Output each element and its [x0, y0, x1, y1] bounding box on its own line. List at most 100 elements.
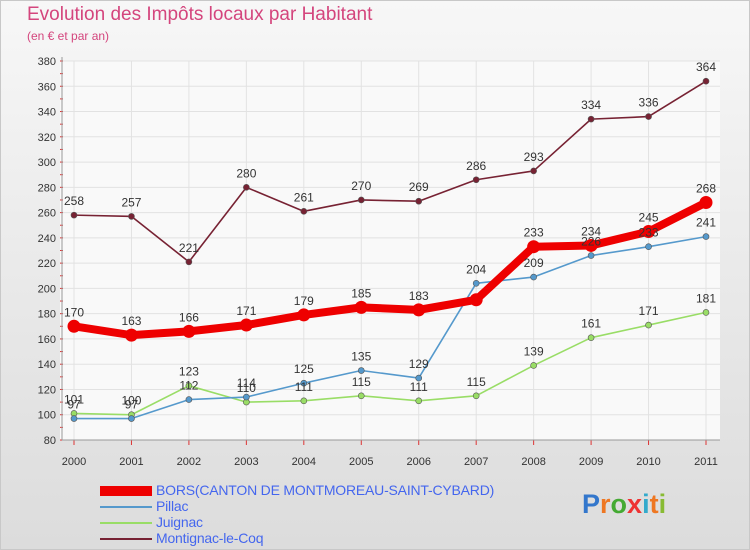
data-point	[587, 115, 595, 123]
data-label: 123	[179, 365, 199, 379]
data-point	[300, 379, 308, 387]
data-label: 171	[639, 304, 659, 318]
legend-swatch-pillac	[100, 506, 152, 508]
legend-label-juignac: Juignac	[156, 514, 203, 530]
data-point	[645, 113, 652, 120]
logo-letter: P	[582, 489, 601, 519]
series-line	[74, 235, 707, 420]
data-label: 245	[639, 211, 659, 225]
data-label: 268	[696, 181, 716, 195]
y-tick-label: 220	[38, 258, 56, 270]
data-label: 97	[125, 398, 139, 412]
data-label: 110	[237, 381, 256, 395]
data-label: 129	[409, 357, 429, 371]
data-point	[415, 397, 423, 405]
data-point	[702, 77, 710, 85]
data-label: 163	[121, 314, 141, 328]
data-label: 221	[179, 241, 199, 255]
data-point	[587, 252, 595, 259]
data-label: 233	[524, 226, 544, 240]
data-point	[182, 324, 196, 338]
x-tick-label: 2004	[292, 456, 316, 468]
y-tick-label: 280	[38, 182, 56, 194]
logo-letter: t	[649, 489, 659, 519]
data-label: 280	[236, 166, 256, 180]
data-label: 181	[696, 291, 716, 305]
y-tick-label: 200	[38, 283, 56, 295]
x-tick-label: 2009	[579, 456, 603, 468]
data-point	[530, 167, 537, 175]
series-0	[67, 195, 713, 342]
data-label: 286	[466, 159, 486, 173]
data-point	[67, 319, 81, 333]
data-label: 293	[524, 150, 544, 164]
data-point	[415, 197, 423, 205]
series-line	[73, 80, 707, 263]
data-point	[645, 321, 652, 329]
logo-letter: r	[600, 489, 611, 519]
data-label: 115	[352, 375, 371, 389]
series-line	[73, 198, 708, 340]
data-point	[472, 280, 480, 287]
data-label: 135	[351, 350, 371, 364]
data-label: 261	[294, 190, 314, 204]
legend-label-bors: BORS(CANTON DE MONTMOREAU-SAINT-CYBARD)	[156, 482, 495, 498]
data-point	[527, 240, 541, 254]
series-1	[70, 233, 710, 422]
data-label: 334	[581, 98, 601, 112]
logo-letter: x	[627, 489, 643, 519]
data-point	[70, 415, 78, 422]
data-point	[185, 382, 193, 389]
data-label: 336	[639, 96, 659, 110]
data-point	[70, 211, 78, 219]
plot-area	[60, 61, 720, 440]
legend-label-pillac: Pillac	[156, 498, 189, 514]
data-label: 233	[639, 226, 659, 240]
y-tick-label: 80	[44, 435, 56, 447]
data-label: 97	[67, 398, 81, 412]
chart-title: Evolution des Impôts locaux par Habitant	[27, 4, 373, 25]
data-label: 100	[121, 394, 141, 408]
y-tick-label: 340	[38, 107, 56, 119]
data-point	[412, 303, 426, 317]
data-label: 269	[409, 180, 429, 194]
data-point	[584, 238, 598, 252]
data-label: 111	[295, 380, 314, 394]
y-tick-label: 120	[38, 384, 56, 396]
data-label: 204	[466, 262, 486, 276]
data-point	[239, 318, 253, 332]
data-point	[243, 184, 250, 191]
x-tick-label: 2011	[694, 456, 718, 468]
y-tick-label: 180	[38, 309, 56, 321]
x-tick-label: 2005	[349, 456, 373, 468]
data-point	[243, 393, 250, 401]
series-2	[70, 309, 710, 419]
y-tick-label: 100	[38, 410, 56, 422]
data-point	[128, 213, 135, 220]
data-label: 209	[524, 256, 544, 270]
data-label: 166	[179, 310, 199, 324]
x-tick-label: 2003	[234, 456, 258, 468]
data-point	[357, 392, 365, 400]
data-point	[297, 308, 311, 322]
x-tick-label: 2001	[119, 456, 143, 468]
data-point	[530, 273, 537, 281]
y-tick-label: 380	[38, 56, 56, 68]
data-point	[300, 397, 308, 405]
legend-swatch-bors	[100, 486, 152, 496]
y-tick-label: 300	[38, 157, 56, 169]
data-point	[530, 362, 537, 369]
data-label: 111	[410, 380, 429, 394]
data-label: 234	[581, 224, 601, 238]
data-label: 179	[294, 294, 314, 308]
data-label: 139	[524, 344, 544, 358]
logo-letter: o	[610, 489, 628, 519]
data-point	[357, 196, 365, 204]
data-point	[472, 176, 480, 184]
data-label: 257	[121, 195, 141, 209]
data-label: 241	[696, 216, 716, 230]
data-point	[587, 334, 595, 341]
legend-label-montignac: Montignac-le-Coq	[156, 530, 264, 546]
data-label: 170	[64, 305, 84, 319]
data-point	[357, 367, 365, 374]
